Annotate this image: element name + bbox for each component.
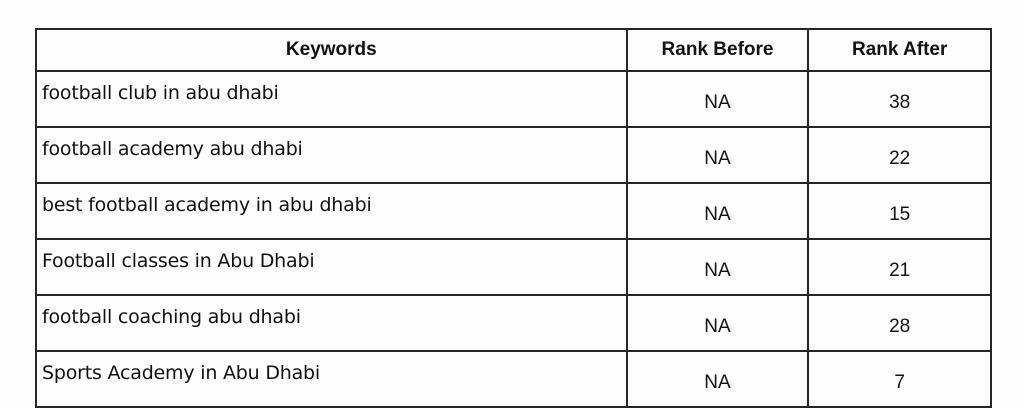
rank-after-cell: 22 <box>807 126 992 184</box>
keyword-rank-table: Keywords Rank Before Rank After football… <box>35 28 992 408</box>
rank-before-cell: NA <box>625 238 810 296</box>
rank-before-cell: NA <box>625 294 810 352</box>
keyword-cell: football club in abu dhabi <box>35 70 628 128</box>
rank-after-cell: 21 <box>807 238 992 296</box>
rank-after-cell: 15 <box>807 182 992 240</box>
keyword-cell: football academy abu dhabi <box>35 126 628 184</box>
rank-before-cell: NA <box>625 70 810 128</box>
header-row: Keywords Rank Before Rank After <box>35 28 992 72</box>
rank-after-cell: 7 <box>807 350 992 408</box>
table-row: Football classes in Abu Dhabi NA 21 <box>35 238 992 296</box>
rank-after-cell: 28 <box>807 294 992 352</box>
rank-after-cell: 38 <box>807 70 992 128</box>
header-keywords: Keywords <box>35 28 628 72</box>
table-row: football academy abu dhabi NA 22 <box>35 126 992 184</box>
rank-before-cell: NA <box>625 182 810 240</box>
header-rank-after: Rank After <box>807 28 992 72</box>
table-row: football coaching abu dhabi NA 28 <box>35 294 992 352</box>
keyword-cell: Football classes in Abu Dhabi <box>35 238 628 296</box>
header-rank-before: Rank Before <box>625 28 810 72</box>
keyword-cell: football coaching abu dhabi <box>35 294 628 352</box>
rank-before-cell: NA <box>625 126 810 184</box>
table-row: football club in abu dhabi NA 38 <box>35 70 992 128</box>
keyword-cell: best football academy in abu dhabi <box>35 182 628 240</box>
keyword-cell: Sports Academy in Abu Dhabi <box>35 350 628 408</box>
rank-before-cell: NA <box>625 350 810 408</box>
table-row: best football academy in abu dhabi NA 15 <box>35 182 992 240</box>
table-row: Sports Academy in Abu Dhabi NA 7 <box>35 350 992 408</box>
